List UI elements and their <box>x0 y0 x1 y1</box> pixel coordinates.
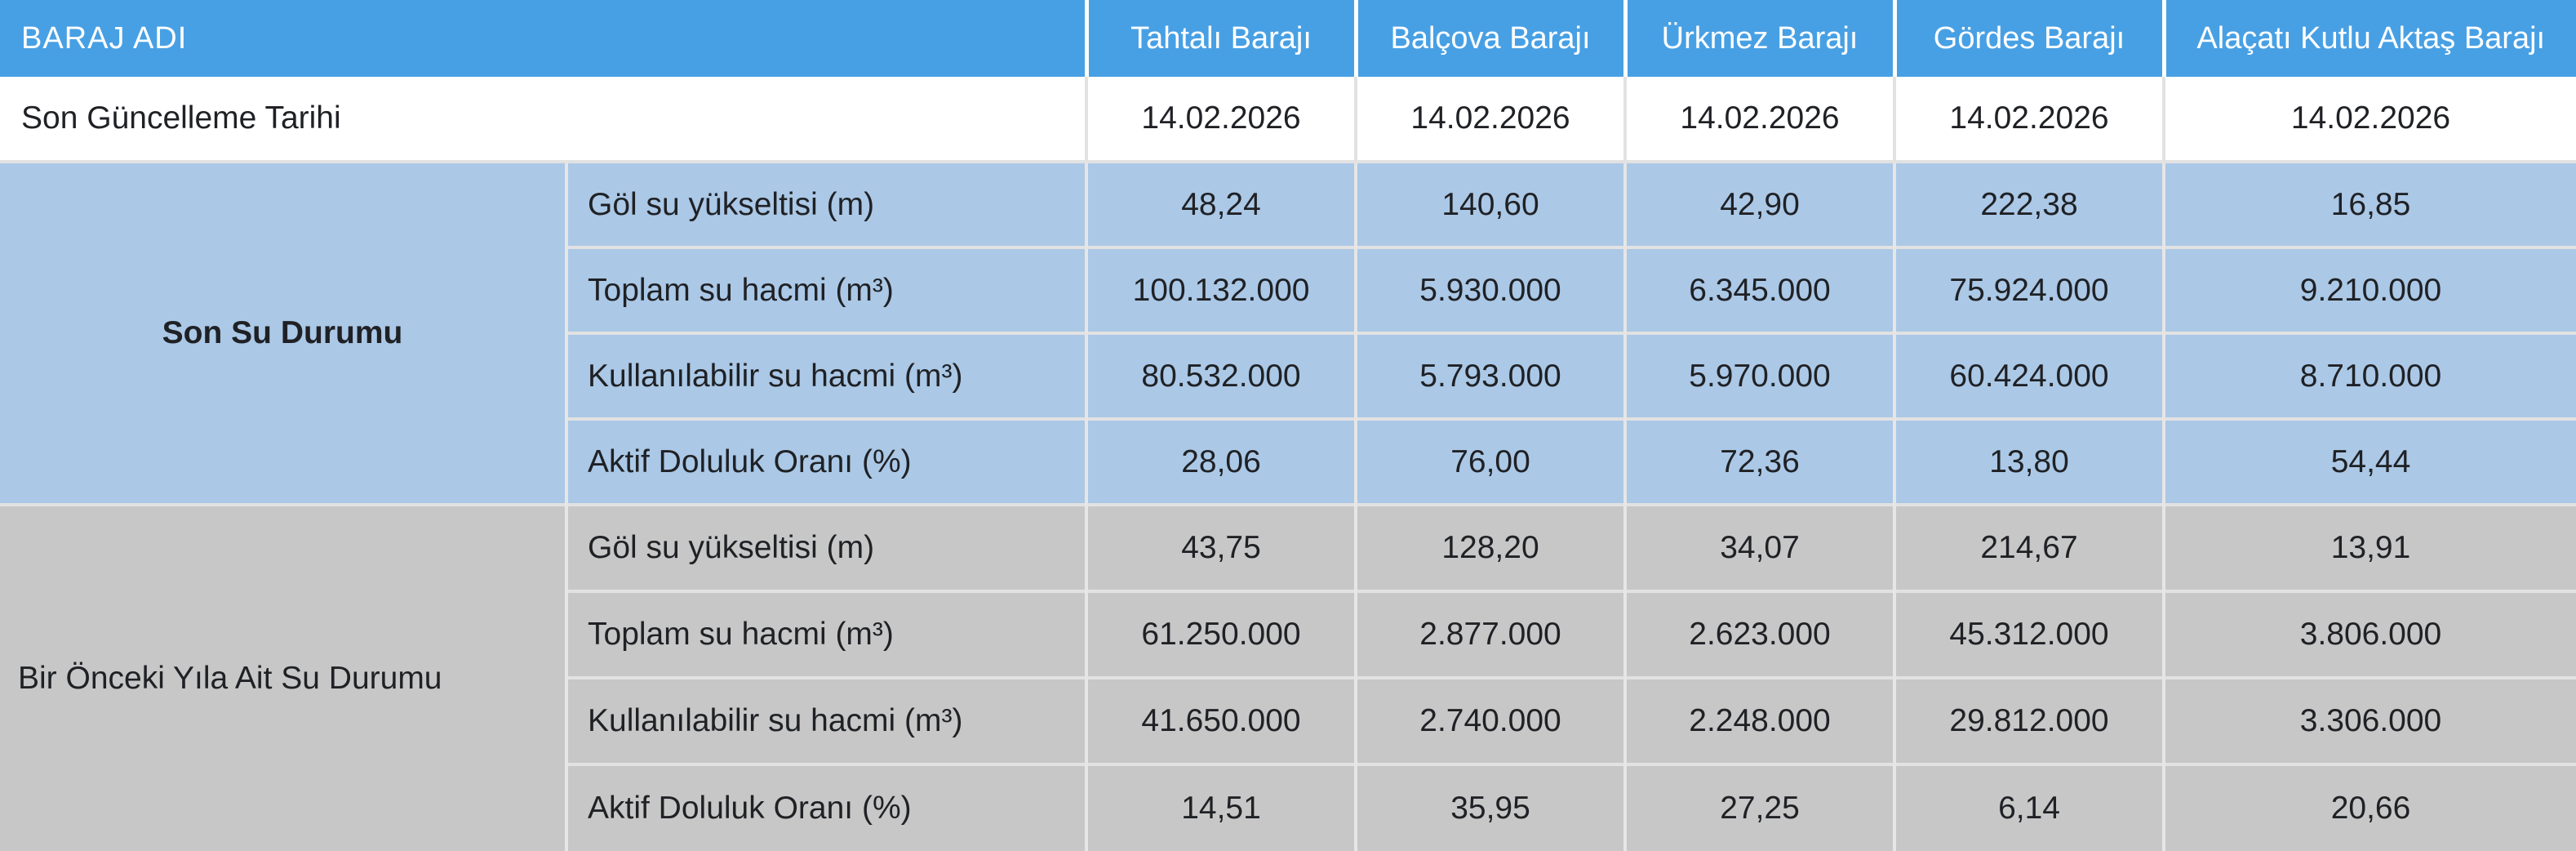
value-cell: 100.132.000 <box>1085 246 1357 333</box>
metric-label-cell: Aktif Doluluk Oranı (%) <box>564 417 1087 505</box>
update-date-cell: 14.02.2026 <box>1085 77 1357 162</box>
value-cell: 75.924.000 <box>1893 246 2165 333</box>
update-date-cell: 14.02.2026 <box>1893 77 2165 162</box>
value-cell: 29.812.000 <box>1893 676 2165 764</box>
table-row: Kullanılabilir su hacmi (m³) 80.532.000 … <box>0 332 2576 419</box>
update-date-label: Son Güncelleme Tarihi <box>0 77 1087 162</box>
value-cell: 128,20 <box>1354 503 1626 591</box>
section-title-previous-year: Bir Önceki Yıla Ait Su Durumu <box>0 503 566 851</box>
update-date-cell: 14.02.2026 <box>1354 77 1626 162</box>
value-cell: 35,95 <box>1354 763 1626 851</box>
value-cell: 54,44 <box>2162 417 2576 505</box>
column-header-alacati: Alaçatı Kutlu Aktaş Barajı <box>2161 0 2576 77</box>
value-cell: 41.650.000 <box>1085 676 1357 764</box>
value-cell: 5.930.000 <box>1354 246 1626 333</box>
column-header-balcova: Balçova Barajı <box>1353 0 1626 77</box>
value-cell: 5.793.000 <box>1354 332 1626 419</box>
value-cell: 43,75 <box>1085 503 1357 591</box>
value-cell: 14,51 <box>1085 763 1357 851</box>
value-cell: 3.306.000 <box>2162 676 2576 764</box>
table-row: Toplam su hacmi (m³) 61.250.000 2.877.00… <box>0 590 2576 678</box>
table-row: Kullanılabilir su hacmi (m³) 41.650.000 … <box>0 676 2576 764</box>
table-header-row: BARAJ ADI Tahtalı Barajı Balçova Barajı … <box>0 0 2576 77</box>
update-date-cell: 14.02.2026 <box>2162 77 2576 162</box>
value-cell: 2.740.000 <box>1354 676 1626 764</box>
baraj-adi-header-cell: BARAJ ADI <box>0 0 1087 77</box>
table-row: Aktif Doluluk Oranı (%) 14,51 35,95 27,2… <box>0 763 2576 851</box>
value-cell: 34,07 <box>1623 503 1895 591</box>
value-cell: 13,80 <box>1893 417 2165 505</box>
value-cell: 3.806.000 <box>2162 590 2576 678</box>
value-cell: 61.250.000 <box>1085 590 1357 678</box>
value-cell: 6,14 <box>1893 763 2165 851</box>
value-cell: 27,25 <box>1623 763 1895 851</box>
update-date-cell: 14.02.2026 <box>1623 77 1895 162</box>
value-cell: 16,85 <box>2162 160 2576 247</box>
value-cell: 8.710.000 <box>2162 332 2576 419</box>
value-cell: 80.532.000 <box>1085 332 1357 419</box>
value-cell: 222,38 <box>1893 160 2165 247</box>
value-cell: 9.210.000 <box>2162 246 2576 333</box>
metric-label-cell: Aktif Doluluk Oranı (%) <box>564 763 1087 851</box>
value-cell: 45.312.000 <box>1893 590 2165 678</box>
table-row: Toplam su hacmi (m³) 100.132.000 5.930.0… <box>0 246 2576 333</box>
value-cell: 5.970.000 <box>1623 332 1895 419</box>
value-cell: 6.345.000 <box>1623 246 1895 333</box>
table-row: Aktif Doluluk Oranı (%) 28,06 76,00 72,3… <box>0 417 2576 505</box>
value-cell: 20,66 <box>2162 763 2576 851</box>
column-header-tahtali: Tahtalı Barajı <box>1084 0 1357 77</box>
metric-label-cell: Kullanılabilir su hacmi (m³) <box>564 332 1087 419</box>
metric-label-cell: Toplam su hacmi (m³) <box>564 590 1087 678</box>
value-cell: 2.877.000 <box>1354 590 1626 678</box>
value-cell: 214,67 <box>1893 503 2165 591</box>
metric-label-cell: Göl su yükseltisi (m) <box>564 503 1087 591</box>
metric-label-cell: Kullanılabilir su hacmi (m³) <box>564 676 1087 764</box>
value-cell: 48,24 <box>1085 160 1357 247</box>
value-cell: 42,90 <box>1623 160 1895 247</box>
value-cell: 140,60 <box>1354 160 1626 247</box>
column-header-urkmez: Ürkmez Barajı <box>1623 0 1895 77</box>
table-row: Bir Önceki Yıla Ait Su Durumu Göl su yük… <box>0 503 2576 851</box>
value-cell: 72,36 <box>1623 417 1895 505</box>
column-header-gordes: Gördes Barajı <box>1892 0 2165 77</box>
value-cell: 2.248.000 <box>1623 676 1895 764</box>
table-row: Son Su Durumu Göl su yükseltisi (m) 48,2… <box>0 160 2576 505</box>
value-cell: 60.424.000 <box>1893 332 2165 419</box>
value-cell: 13,91 <box>2162 503 2576 591</box>
metric-label-cell: Toplam su hacmi (m³) <box>564 246 1087 333</box>
section-title-current: Son Su Durumu <box>0 160 566 505</box>
value-cell: 28,06 <box>1085 417 1357 505</box>
value-cell: 76,00 <box>1354 417 1626 505</box>
update-date-row: Son Güncelleme Tarihi 14.02.2026 14.02.2… <box>0 77 2576 162</box>
metric-label-cell: Göl su yükseltisi (m) <box>564 160 1087 247</box>
value-cell: 2.623.000 <box>1623 590 1895 678</box>
